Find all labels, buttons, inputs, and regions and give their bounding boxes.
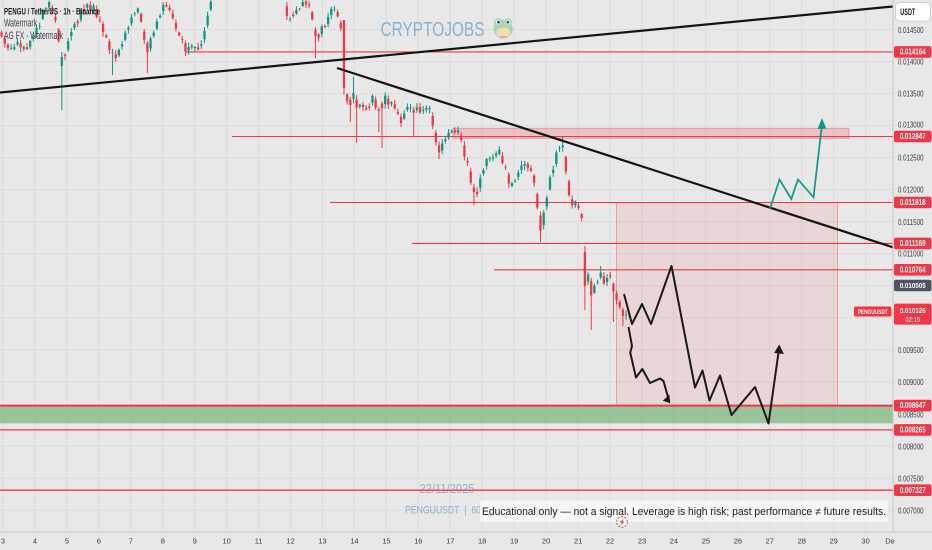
svg-text:0.008265: 0.008265 <box>900 426 926 435</box>
svg-text:4: 4 <box>33 537 37 546</box>
svg-text:0.008500: 0.008500 <box>898 410 924 420</box>
svg-text:0.011169: 0.011169 <box>900 239 926 248</box>
svg-text:0.007327: 0.007327 <box>900 486 926 495</box>
svg-text:0.008000: 0.008000 <box>898 442 924 452</box>
svg-text:0.010505: 0.010505 <box>900 281 926 290</box>
svg-text:9: 9 <box>193 537 197 546</box>
svg-text:0.008647: 0.008647 <box>900 401 926 410</box>
svg-text:0.010764: 0.010764 <box>900 265 926 274</box>
svg-text:22/11/2025: 22/11/2025 <box>420 481 475 496</box>
svg-text:22: 22 <box>606 537 614 546</box>
svg-text:28: 28 <box>798 537 806 546</box>
svg-text:0.009000: 0.009000 <box>898 377 924 387</box>
svg-text:13: 13 <box>318 537 326 546</box>
svg-text:11: 11 <box>255 537 263 546</box>
svg-text:0.013500: 0.013500 <box>898 89 924 99</box>
svg-text:PENGUUSDT: PENGUUSDT <box>858 309 888 316</box>
svg-text:10: 10 <box>223 537 231 546</box>
svg-text:24: 24 <box>670 537 678 546</box>
svg-text:0.014500: 0.014500 <box>898 25 924 35</box>
svg-text:0.013000: 0.013000 <box>898 120 924 130</box>
svg-text:0.011500: 0.011500 <box>898 217 924 227</box>
svg-text:21: 21 <box>574 537 582 546</box>
svg-text:0.009500: 0.009500 <box>898 345 924 355</box>
svg-text:7: 7 <box>129 537 133 546</box>
svg-text:16: 16 <box>414 537 422 546</box>
svg-text:Educational only — not a signa: Educational only — not a signal. Leverag… <box>482 506 886 518</box>
svg-text:15: 15 <box>382 537 390 546</box>
svg-text:30: 30 <box>861 537 869 546</box>
svg-text:25: 25 <box>702 537 710 546</box>
svg-text:0.007000: 0.007000 <box>898 506 924 516</box>
svg-text:0.012500: 0.012500 <box>898 153 924 163</box>
svg-text:0.012847: 0.012847 <box>900 132 926 141</box>
svg-text:0.014164: 0.014164 <box>900 48 926 57</box>
svg-text:3: 3 <box>1 537 5 546</box>
svg-text:0.010126: 0.010126 <box>900 306 926 315</box>
svg-text:0.012000: 0.012000 <box>898 185 924 195</box>
svg-text:23: 23 <box>638 537 646 546</box>
svg-text:CRYPTOJOBS: CRYPTOJOBS <box>381 18 485 41</box>
svg-text:12: 12 <box>286 537 294 546</box>
svg-text:0.007500: 0.007500 <box>898 474 924 484</box>
svg-text:5: 5 <box>65 537 69 546</box>
svg-text:0.011000: 0.011000 <box>898 249 924 259</box>
svg-text:26: 26 <box>734 537 742 546</box>
svg-text:PENGU / TetherUS · 1h · Binanc: PENGU / TetherUS · 1h · Binance <box>4 6 100 17</box>
svg-text:14: 14 <box>350 537 358 546</box>
svg-text:20: 20 <box>542 537 550 546</box>
svg-text:29: 29 <box>830 537 838 546</box>
svg-text:Watermark: Watermark <box>4 18 37 30</box>
svg-text:6: 6 <box>97 537 101 546</box>
svg-text:PENGUUSDT | 60: PENGUUSDT | 60 <box>405 505 481 517</box>
svg-text:USDT: USDT <box>900 7 915 17</box>
svg-text:De: De <box>885 537 895 546</box>
svg-text:27: 27 <box>766 537 774 546</box>
svg-text:0.011818: 0.011818 <box>900 198 926 207</box>
svg-text:AG FX - Watermark: AG FX - Watermark <box>4 30 63 42</box>
svg-text:18: 18 <box>478 537 486 546</box>
svg-text:19: 19 <box>510 537 518 546</box>
svg-text:02:15: 02:15 <box>905 315 920 324</box>
svg-text:17: 17 <box>446 537 454 546</box>
svg-text:8: 8 <box>161 537 165 546</box>
svg-text:0.014000: 0.014000 <box>898 57 924 67</box>
